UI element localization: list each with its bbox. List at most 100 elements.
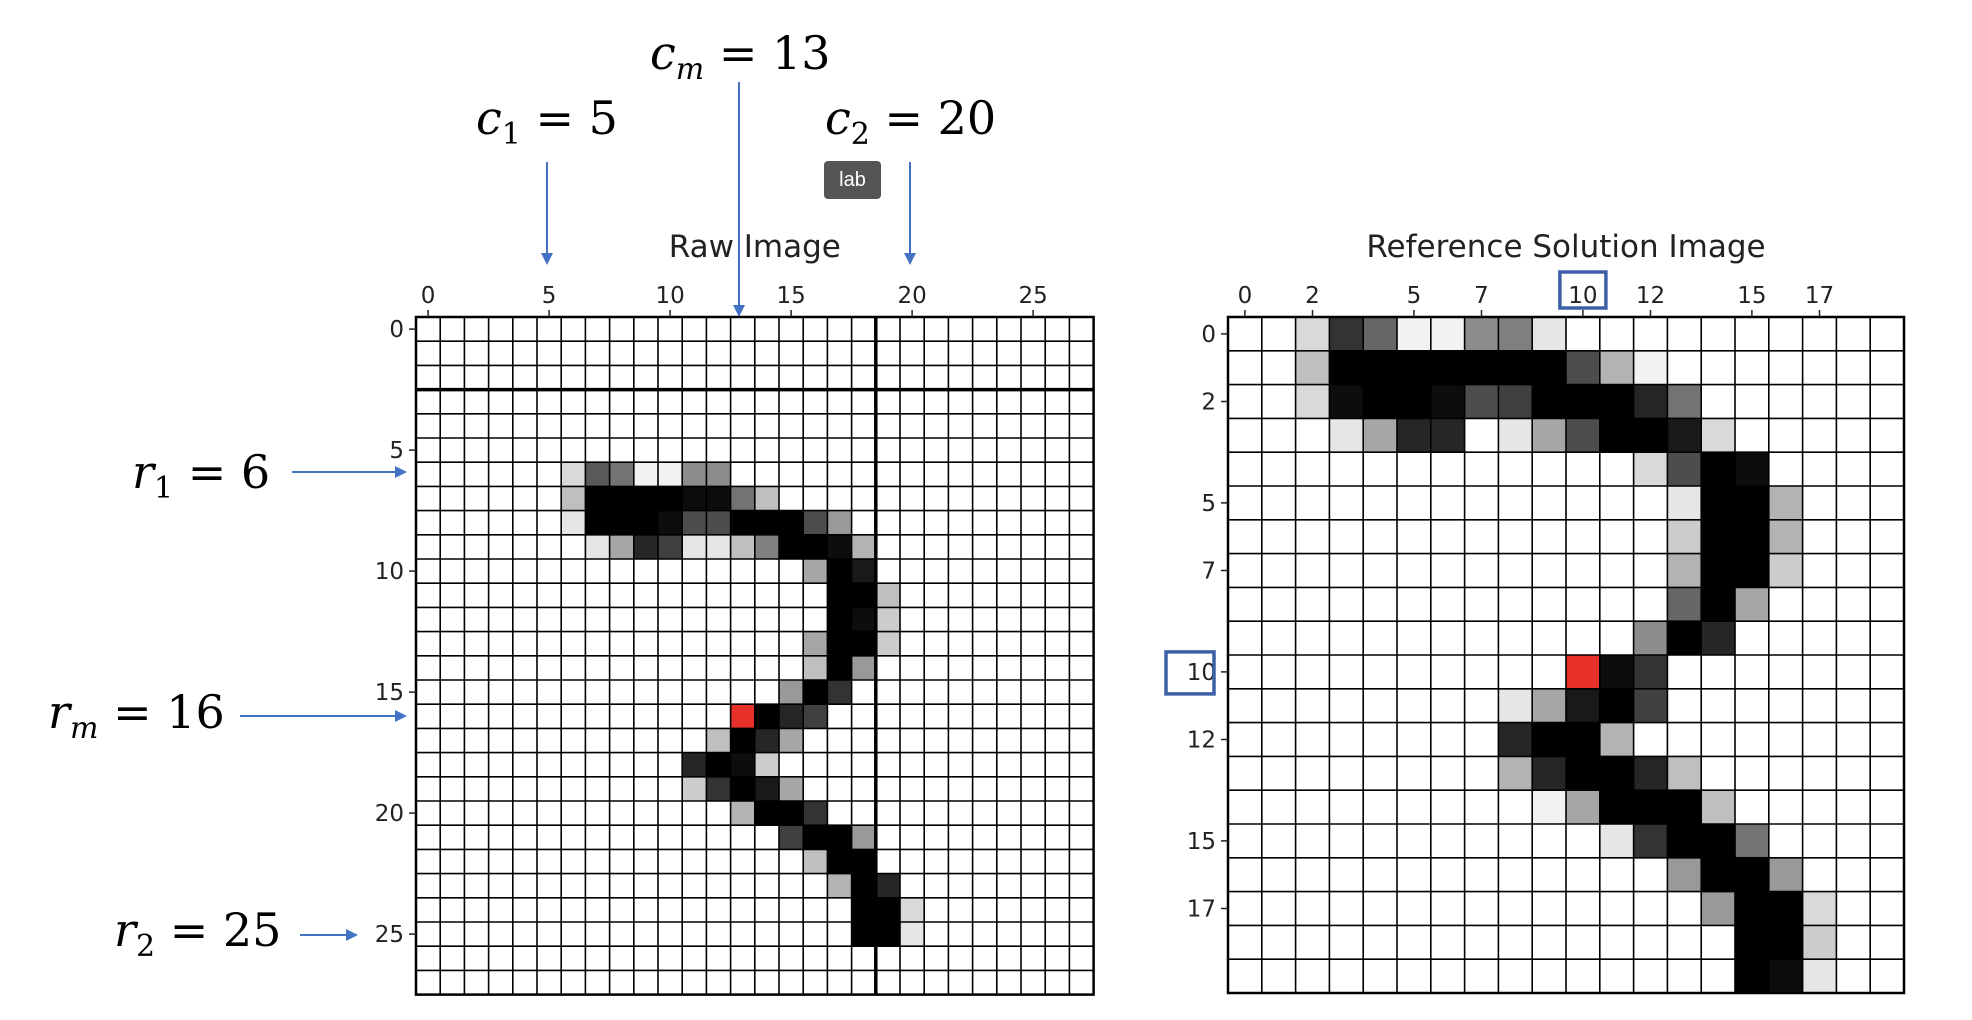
raw-pixel-cell xyxy=(875,873,900,898)
raw-pixel-cell xyxy=(803,534,828,559)
ref-pixel-cell xyxy=(1532,790,1566,824)
raw-pixel-cell xyxy=(730,510,755,535)
tooltip: lab xyxy=(824,161,881,199)
ref-pixel-cell xyxy=(1667,621,1702,655)
raw-pixel-cell xyxy=(585,534,610,559)
raw-pixel-cell xyxy=(851,922,876,947)
raw-pixel-cell xyxy=(633,534,658,559)
ref-ytick-label: 10 xyxy=(1187,660,1216,686)
ref-ytick-label: 2 xyxy=(1201,390,1216,416)
ref-pixel-cell xyxy=(1397,350,1431,385)
ref-marked-cell xyxy=(1566,655,1600,689)
raw-pixel-cell xyxy=(730,801,755,826)
raw-pixel-cell xyxy=(827,583,852,608)
ref-pixel-cell xyxy=(1735,857,1769,892)
ref-pixel-cell xyxy=(1633,350,1668,385)
raw-pixel-cell xyxy=(827,607,852,632)
raw-pixel-cell xyxy=(851,583,876,608)
raw-pixel-cell xyxy=(633,462,658,487)
raw-pixel-cell xyxy=(827,680,852,705)
ref-pixel-cell xyxy=(1599,350,1634,385)
ref-pixel-cell xyxy=(1633,824,1668,858)
raw-pixel-cell xyxy=(633,510,658,535)
ref-pixel-cell xyxy=(1566,350,1600,385)
ref-pixel-cell xyxy=(1566,688,1600,723)
raw-pixel-cell xyxy=(875,922,900,947)
raw-pixel-cell xyxy=(730,752,755,777)
raw-pixel-cell xyxy=(827,849,852,874)
raw-pixel-cell xyxy=(706,728,731,753)
raw-pixel-cell xyxy=(706,534,731,559)
ref-ytick-label: 15 xyxy=(1187,829,1216,855)
ref-pixel-cell xyxy=(1735,587,1769,622)
label-c2: c2 = 20 xyxy=(825,91,996,152)
ref-pixel-cell xyxy=(1667,553,1702,588)
ref-pixel-cell xyxy=(1329,317,1364,351)
ref-xtick-label: 12 xyxy=(1636,283,1665,309)
ref-pixel-cell xyxy=(1430,418,1465,453)
ref-pixel-cell xyxy=(1498,317,1533,351)
raw-pixel-cell xyxy=(706,752,731,777)
ref-pixel-cell xyxy=(1498,350,1533,385)
ref-pixel-cell xyxy=(1667,756,1702,791)
ref-xtick-label: 17 xyxy=(1805,283,1834,309)
raw-pixel-cell xyxy=(585,462,610,487)
ref-pixel-cell xyxy=(1633,756,1668,791)
ref-xtick-highlight-box xyxy=(1558,270,1608,310)
ref-pixel-cell xyxy=(1498,722,1533,757)
ref-pixel-cell xyxy=(1701,486,1735,520)
ref-ytick-highlight-box xyxy=(1164,650,1216,696)
ref-pixel-cell xyxy=(1768,519,1803,554)
ref-pixel-cell xyxy=(1532,384,1566,419)
raw-ytick-label: 15 xyxy=(375,680,404,706)
raw-pixel-cell xyxy=(803,559,828,584)
ref-pixel-cell xyxy=(1430,350,1465,385)
raw-pixel-cell xyxy=(851,897,876,922)
ref-pixel-cell xyxy=(1701,553,1735,588)
raw-pixel-cell xyxy=(779,534,804,559)
ref-pixel-cell xyxy=(1599,688,1634,723)
raw-frame xyxy=(414,315,1095,996)
raw-pixel-cell xyxy=(585,510,610,535)
raw-pixel-cell xyxy=(803,704,828,729)
raw-pixel-cell xyxy=(658,510,683,535)
raw-pixel-cell xyxy=(706,486,731,511)
ref-xtick-label: 15 xyxy=(1737,283,1766,309)
ref-pixel-cell xyxy=(1295,350,1330,385)
ref-pixel-cell xyxy=(1633,452,1668,486)
ref-ytick-label: 7 xyxy=(1201,559,1216,585)
ref-pixel-cell xyxy=(1599,722,1634,757)
raw-pixel-cell xyxy=(754,510,779,535)
raw-pixel-cell xyxy=(827,873,852,898)
raw-pixel-cell xyxy=(706,776,731,801)
ref-pixel-cell xyxy=(1363,418,1397,453)
ref-pixel-cell xyxy=(1363,350,1397,385)
raw-pixel-cell xyxy=(658,462,683,487)
raw-chart-title: Raw Image xyxy=(669,229,841,265)
ref-pixel-cell xyxy=(1667,790,1702,824)
ref-pixel-cell xyxy=(1735,891,1769,926)
ref-pixel-cell xyxy=(1397,384,1431,419)
ref-pixel-cell xyxy=(1363,317,1397,351)
raw-pixel-cell xyxy=(779,728,804,753)
ref-pixel-cell xyxy=(1633,384,1668,419)
raw-pixel-cell xyxy=(609,534,634,559)
ref-xtick-label: 7 xyxy=(1474,283,1489,309)
raw-pixel-cell xyxy=(754,801,779,826)
ref-pixel-cell xyxy=(1768,486,1803,520)
raw-pixel-cell xyxy=(754,704,779,729)
ref-pixel-cell xyxy=(1566,790,1600,824)
ref-pixel-cell xyxy=(1566,722,1600,757)
ref-chart-title: Reference Solution Image xyxy=(1366,229,1765,265)
ref-pixel-cell xyxy=(1397,317,1431,351)
raw-pixel-cell xyxy=(803,680,828,705)
ref-pixel-cell xyxy=(1701,824,1735,858)
ref-pixel-cell xyxy=(1768,959,1803,993)
raw-pixel-cell xyxy=(682,462,707,487)
raw-pixel-cell xyxy=(754,752,779,777)
raw-pixel-cell xyxy=(827,655,852,680)
ref-pixel-cell xyxy=(1329,350,1364,385)
raw-pixel-cell xyxy=(851,534,876,559)
raw-pixel-cell xyxy=(851,873,876,898)
ref-pixel-cell xyxy=(1735,959,1769,993)
